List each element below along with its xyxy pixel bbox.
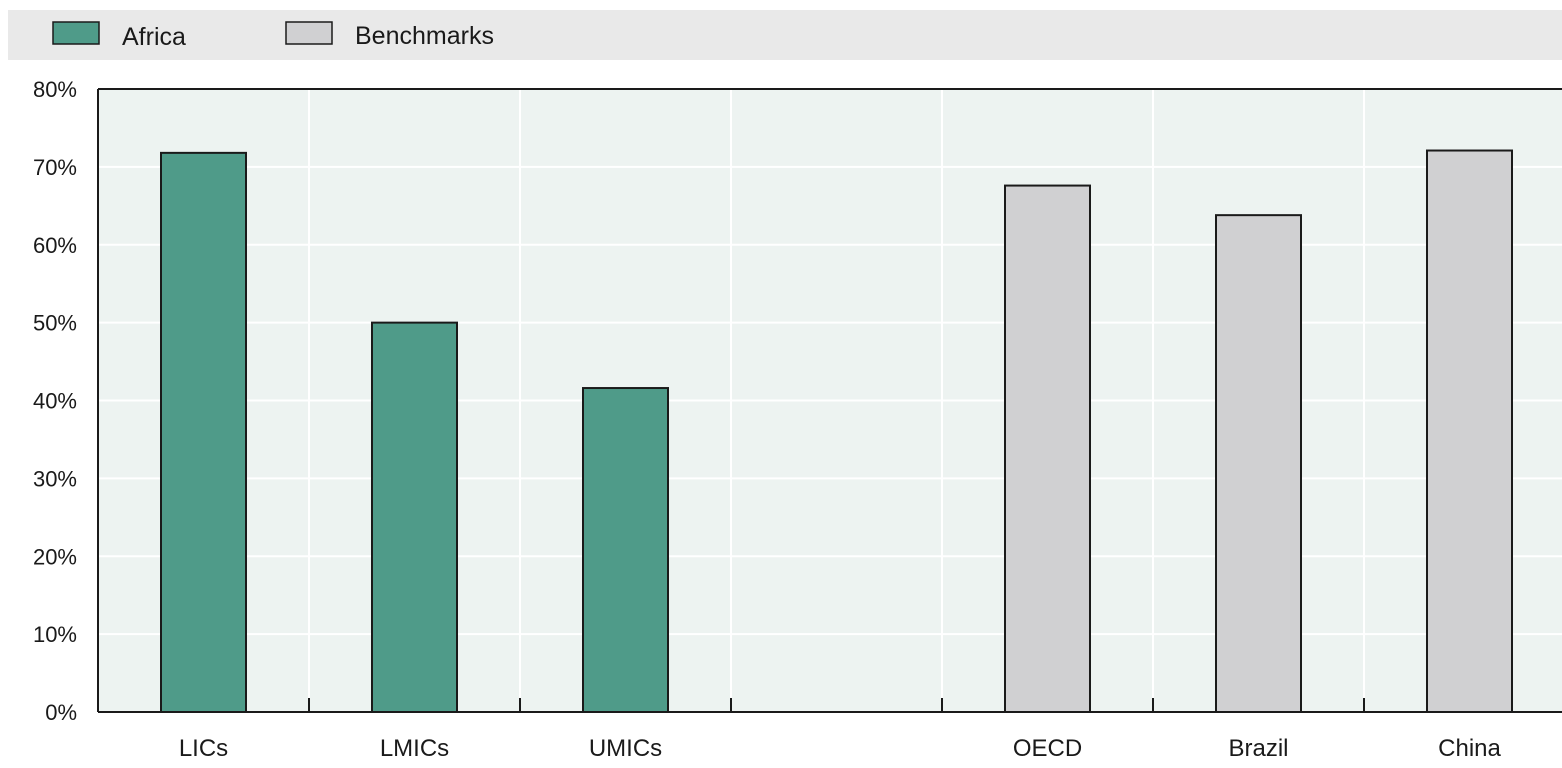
x-tick-label-brazil: Brazil xyxy=(1228,735,1288,762)
bar-oecd xyxy=(1004,184,1091,713)
y-tick-label: 10% xyxy=(33,622,77,647)
legend-swatch-benchmarks xyxy=(285,21,333,45)
legend: Africa Benchmarks xyxy=(52,21,494,51)
x-axis-tick-labels: LICs LMICs UMICs OECD Brazil China xyxy=(179,735,1502,762)
axes xyxy=(97,88,1562,713)
legend-swatch-africa xyxy=(52,21,100,45)
y-tick-label: 60% xyxy=(33,233,77,258)
legend-background xyxy=(8,10,1562,60)
y-tick-label: 20% xyxy=(33,544,77,569)
y-tick-label: 40% xyxy=(33,389,77,414)
horizontal-gridlines xyxy=(98,165,1562,636)
y-tick-label: 50% xyxy=(33,311,77,336)
y-tick-label: 80% xyxy=(33,77,77,102)
x-tick-label-lics: LICs xyxy=(179,735,228,762)
x-tick-label-oecd: OECD xyxy=(1013,735,1082,762)
bar-china xyxy=(1426,149,1513,714)
y-tick-label: 30% xyxy=(33,466,77,491)
legend-label-benchmarks: Benchmarks xyxy=(355,22,494,50)
bar-umics xyxy=(582,387,669,713)
bars xyxy=(160,149,1513,714)
y-axis-tick-labels: 0% 10% 20% 30% 40% 50% 60% 70% 80% xyxy=(33,77,77,725)
bar-brazil xyxy=(1215,214,1302,713)
bar-lmics xyxy=(371,321,458,713)
y-tick-label: 0% xyxy=(45,700,77,725)
x-tick-label-umics: UMICs xyxy=(589,735,662,762)
legend-label-africa: Africa xyxy=(122,23,186,51)
y-tick-label: 70% xyxy=(33,155,77,180)
x-tick-label-china: China xyxy=(1438,735,1501,762)
bar-lics xyxy=(160,151,247,714)
x-tick-label-lmics: LMICs xyxy=(380,735,449,762)
